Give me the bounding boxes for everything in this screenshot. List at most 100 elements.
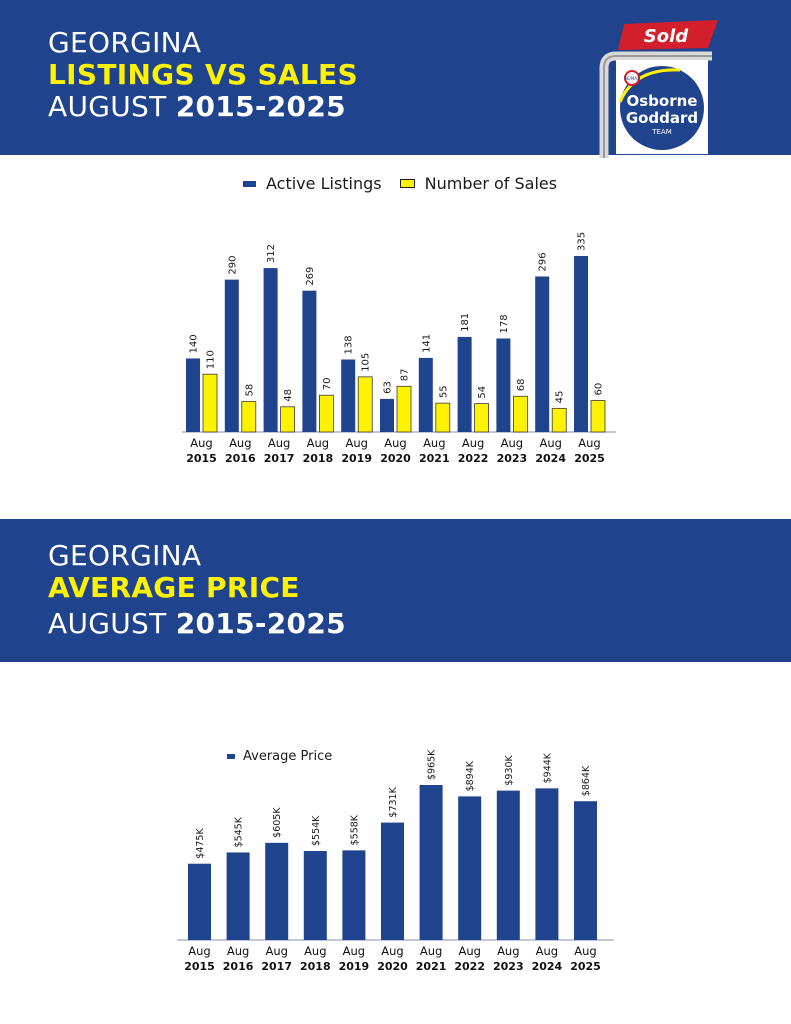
label-listings-2019: 138 [344,335,355,354]
tick2-year-2023: 2023 [493,960,524,973]
label-listings-2015: 140 [189,334,200,353]
banner-period-years: 2015-2025 [175,90,346,123]
label-price-2025: $864K [581,765,592,796]
tick-month-2025: Aug [578,436,600,450]
tick-year-2019: 2019 [341,452,372,465]
label-listings-2025: 335 [577,232,588,251]
tick-month-2019: Aug [345,436,367,450]
bar-sales-2024 [551,407,567,433]
tick2-month-2021: Aug [420,944,442,958]
label-listings-2024: 296 [538,252,549,271]
label-price-2022: $894K [465,760,476,791]
tick2-year-2020: 2020 [377,960,408,973]
tick-month-2023: Aug [501,436,523,450]
label-sales-2017: 48 [283,389,294,402]
tick-year-2024: 2024 [535,452,566,465]
legend-average-price-chart: Average Price [227,749,332,764]
label-price-2023: $930K [504,754,515,785]
bar-sales-2018 [318,394,334,433]
bar-listings-2020 [380,398,394,432]
tick-year-2018: 2018 [303,452,334,465]
tick-year-2021: 2021 [419,452,450,465]
tick-year-2023: 2023 [497,452,528,465]
label-listings-2022: 181 [460,313,471,332]
label-sales-2022: 54 [477,386,488,399]
bar-listings-2018 [302,290,317,432]
bar-sales-2023 [513,395,528,433]
header-banner-average-price: GEORGINA AVERAGE PRICE AUGUST 2015-2025 [0,519,791,662]
bar-listings-2017 [263,268,278,432]
tick2-year-2025: 2025 [570,960,601,973]
tick2-month-2019: Aug [343,944,365,958]
listings-vs-sales-chart: 140 110 Aug 2015 290 58 Aug 2016 312 48 Aug 2017 269… [182,232,616,465]
tick-month-2016: Aug [229,436,251,450]
tick-year-2017: 2017 [264,452,295,465]
sold-text: Sold [644,26,690,47]
bar-price-2025 [574,801,597,940]
label-price-2018: $554K [311,815,322,846]
bar-sales-2020 [396,385,412,433]
legend-listings-chart: Active Listings Number of Sales [243,174,557,193]
bar-sales-2015 [202,373,218,433]
bar-price-2015 [188,863,211,940]
bar-price-2024 [535,788,559,940]
tick2-year-2021: 2021 [416,960,447,973]
legend-swatch-number-of-sales [399,179,415,188]
bar-sales-2016 [241,401,257,433]
label-listings-2018: 269 [305,267,316,286]
sold-sign-logo: Sold RE/MAX Osborne Goddard TEAM [599,20,718,158]
label-sales-2023: 68 [516,379,527,392]
banner-chart-title: LISTINGS VS SALES [48,58,358,91]
tick2-year-2022: 2022 [454,960,485,973]
tick2-year-2015: 2015 [184,960,215,973]
banner2-period-month: AUGUST [48,607,176,640]
banner2-period-years: 2015-2025 [175,607,346,640]
tick-year-2025: 2025 [574,452,605,465]
remax-text: RE/MAX [624,76,640,81]
bar-price-2019 [342,850,366,940]
tick-month-2020: Aug [384,436,406,450]
bar-listings-2016 [224,279,239,432]
tick2-month-2018: Aug [304,944,326,958]
bar-price-2017 [265,842,289,940]
remax-balloon-icon [624,70,640,86]
tick-month-2015: Aug [190,436,212,450]
tick-month-2018: Aug [307,436,329,450]
label-listings-2020: 63 [383,381,394,394]
sign-post-edge [603,55,712,158]
tick2-month-2016: Aug [227,944,249,958]
bar-price-2022 [458,796,482,940]
bar-sales-2025 [590,400,606,433]
banner2-chart-title: AVERAGE PRICE [48,571,300,604]
label-listings-2021: 141 [421,334,432,353]
tick-month-2017: Aug [268,436,290,450]
tick2-month-2017: Aug [265,944,287,958]
label-price-2021: $965K [427,749,438,780]
label-sales-2021: 55 [438,385,449,398]
label-sales-2016: 58 [244,384,255,397]
tick2-month-2015: Aug [188,944,210,958]
bar-sales-2022 [474,403,490,433]
logo-osborne: Osborne [627,92,698,110]
tick2-year-2016: 2016 [223,960,254,973]
tick2-month-2022: Aug [458,944,480,958]
tick2-month-2023: Aug [497,944,519,958]
tick-year-2015: 2015 [186,452,217,465]
tick2-year-2019: 2019 [339,960,370,973]
tick2-month-2025: Aug [574,944,596,958]
bar-price-2023 [496,790,520,940]
banner-period-month: AUGUST [48,90,176,123]
label-sales-2020: 87 [400,369,411,382]
bar-sales-2017 [280,406,296,433]
label-sales-2025: 60 [594,383,605,396]
legend-label-average-price: Average Price [243,749,333,764]
label-price-2024: $944K [542,752,553,783]
legend-label-active-listings: Active Listings [266,174,382,193]
label-listings-2016: 290 [227,256,238,275]
tick-month-2022: Aug [462,436,484,450]
label-price-2017: $605K [272,807,283,838]
label-price-2020: $731K [388,786,399,817]
banner-period: AUGUST 2015-2025 [48,90,346,124]
bar-price-2016 [226,852,250,940]
bar-listings-2022 [457,336,472,432]
